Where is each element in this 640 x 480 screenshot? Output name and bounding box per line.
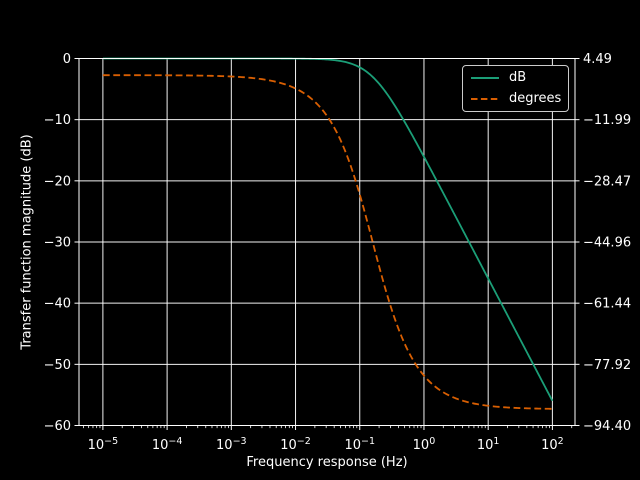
y-tick-label-left: −10 — [44, 113, 71, 128]
y-tick-label-left: −50 — [44, 358, 71, 373]
y-tick-label-right: −44.96 — [583, 236, 631, 251]
legend-line-solid-icon — [471, 77, 499, 79]
y-axis-label: Transfer function magnitude (dB) — [19, 134, 35, 350]
y-tick-label-left: −30 — [44, 236, 71, 251]
legend-line-dashed-icon — [471, 98, 499, 100]
y-tick-label-right: −28.47 — [583, 174, 631, 189]
y-tick-label-right: −11.99 — [583, 113, 631, 128]
legend-label-db: dB — [509, 70, 527, 85]
phase-curve — [102, 74, 553, 410]
legend-entry-db: dB — [470, 70, 560, 86]
y-tick-label-left: −60 — [44, 419, 71, 434]
y-tick-label-left: −20 — [44, 174, 71, 189]
x-axis-label: Frequency response (Hz) — [246, 455, 408, 470]
y-tick-label-right: 4.49 — [583, 52, 612, 67]
y-tick-label-right: −61.44 — [583, 297, 631, 312]
legend-entry-degrees: degrees — [470, 91, 562, 107]
legend: dB degrees — [462, 65, 569, 112]
y-tick-label-right: −94.40 — [583, 419, 631, 434]
y-tick-label-left: −40 — [44, 297, 71, 312]
y-tick-label-left: 0 — [63, 52, 71, 67]
y-tick-label-right: −77.92 — [583, 358, 631, 373]
legend-label-degrees: degrees — [509, 91, 562, 106]
